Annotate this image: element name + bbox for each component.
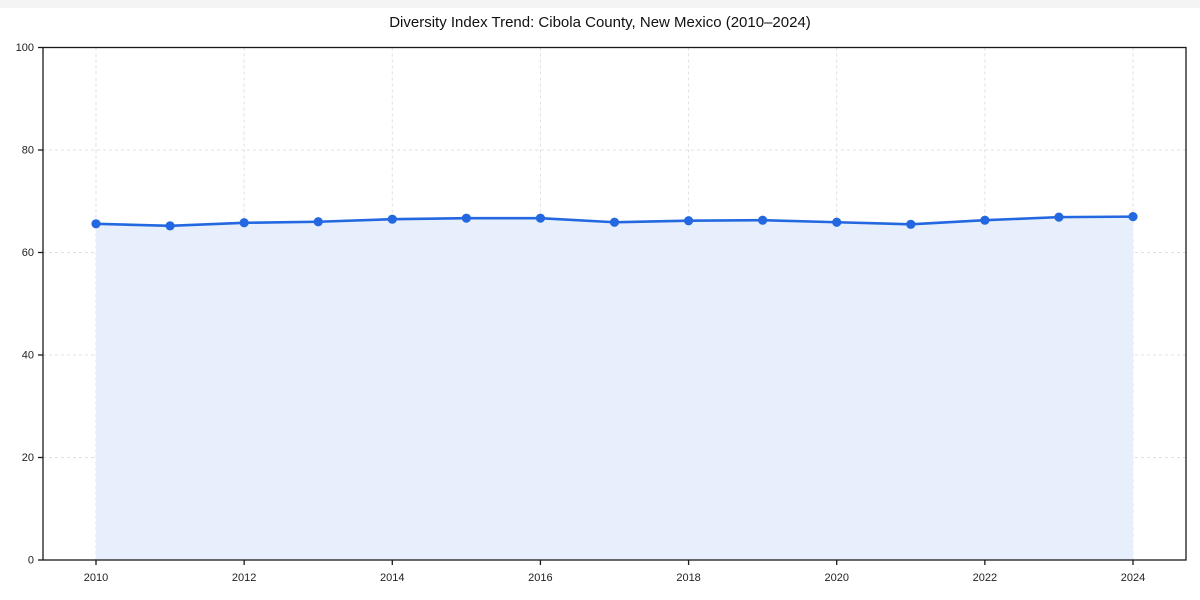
- y-tick-label: 0: [28, 555, 34, 567]
- chart-title: Diversity Index Trend: Cibola County, Ne…: [389, 14, 811, 31]
- window-top-edge: [0, 0, 1200, 8]
- data-point: [239, 218, 249, 228]
- y-tick-label: 60: [22, 247, 34, 259]
- x-tick-label: 2024: [1121, 572, 1145, 584]
- x-tick-label: 2012: [232, 572, 256, 584]
- y-tick-label: 20: [22, 452, 34, 464]
- y-tick-label: 80: [22, 145, 34, 157]
- data-point: [980, 215, 990, 225]
- x-tick-label: 2022: [973, 572, 997, 584]
- x-tick-label: 2018: [676, 572, 700, 584]
- data-point: [758, 215, 768, 225]
- y-tick-label: 100: [16, 42, 34, 54]
- data-point: [609, 217, 620, 227]
- area-fill: [96, 216, 1133, 560]
- data-point: [535, 213, 546, 223]
- plot-border: [42, 46, 1187, 561]
- x-tick-label: 2014: [380, 572, 404, 584]
- data-point: [683, 216, 694, 226]
- data-point: [1054, 212, 1064, 222]
- data-point: [832, 217, 842, 227]
- data-point: [387, 214, 397, 224]
- x-tick-label: 2020: [824, 572, 848, 584]
- data-point: [91, 219, 101, 229]
- y-tick-label: 40: [22, 350, 34, 362]
- x-tick-label: 2010: [84, 572, 108, 584]
- data-point: [165, 221, 175, 231]
- data-point: [1128, 212, 1138, 222]
- data-point: [906, 219, 916, 229]
- x-tick-label: 2016: [528, 572, 552, 584]
- data-point: [313, 217, 323, 227]
- data-point: [461, 213, 471, 223]
